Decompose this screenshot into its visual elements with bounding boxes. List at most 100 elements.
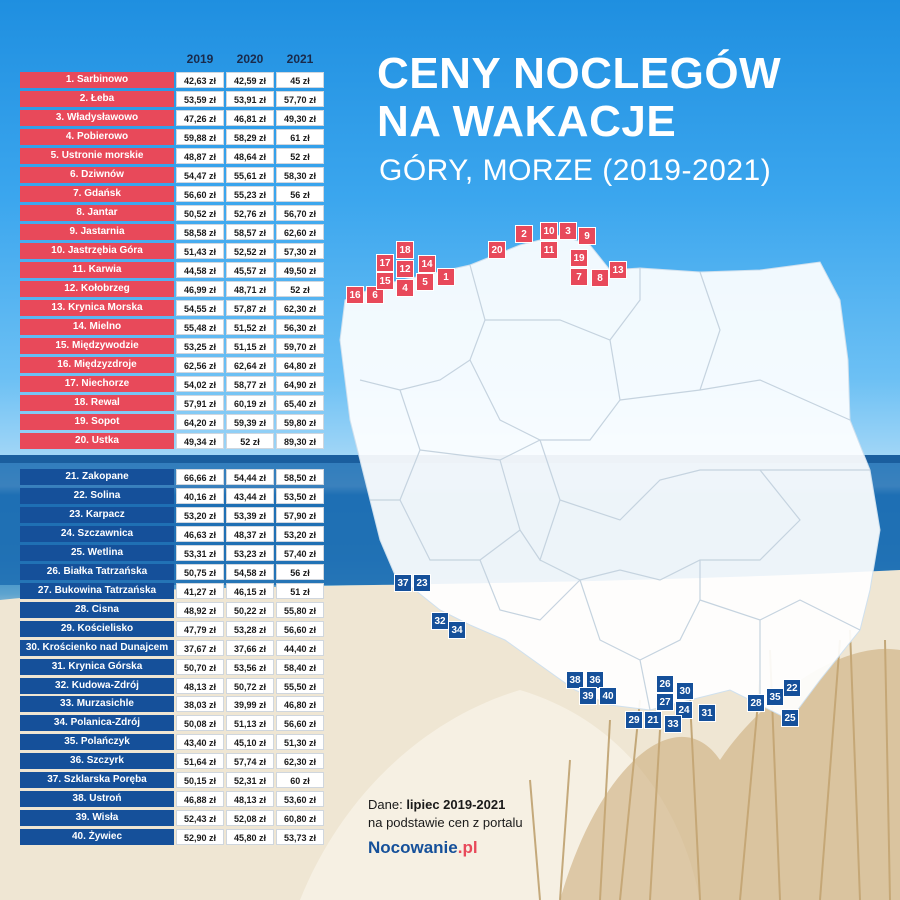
price-2019: 46,88 zł (176, 791, 224, 808)
price-2020: 50,72 zł (226, 677, 274, 694)
location-name: 28. Cisna (20, 601, 174, 618)
table-row: 34. Polanica-Zdrój 50,08 zł 51,13 zł 56,60 … (20, 715, 324, 732)
table-row: 31. Krynica Górska 50,70 zł 53,56 zł 58,40 … (20, 658, 324, 675)
price-2021: 65,40 zł (276, 395, 324, 411)
map-marker-22: 22 (783, 679, 801, 697)
price-2019: 41,27 zł (176, 582, 224, 599)
price-2019: 47,79 zł (176, 620, 224, 637)
price-2020: 51,52 zł (226, 319, 274, 335)
price-2019: 53,20 zł (176, 506, 224, 523)
map-marker-7: 7 (570, 268, 588, 286)
price-2021: 60,80 zł (276, 810, 324, 827)
price-2020: 48,37 zł (226, 525, 274, 542)
price-2020: 37,66 zł (226, 639, 274, 656)
price-2021: 60 zł (276, 772, 324, 789)
price-2021: 51,30 zł (276, 734, 324, 751)
table-row: 18. Rewal 57,91 zł 60,19 zł 65,40 zł (20, 395, 324, 411)
year-header-2020: 2020 (236, 52, 264, 66)
map-marker-19: 19 (570, 249, 588, 267)
location-name: 24. Szczawnica (20, 525, 174, 542)
price-2020: 52,31 zł (226, 772, 274, 789)
location-name: 4. Pobierowo (20, 129, 174, 145)
poland-map (339, 234, 881, 721)
subtitle: GÓRY, MORZE (2019-2021) (379, 154, 772, 187)
price-2021: 55,80 zł (276, 601, 324, 618)
price-2021: 55,50 zł (276, 677, 324, 694)
table-row: 7. Gdańsk 56,60 zł 55,23 zł 56 zł (20, 186, 324, 202)
price-2019: 42,63 zł (176, 72, 224, 88)
price-2019: 52,90 zł (176, 829, 224, 845)
price-2020: 46,15 zł (226, 582, 274, 599)
price-2019: 58,58 zł (176, 224, 224, 240)
price-2021: 57,30 zł (276, 243, 324, 259)
table-row: 1. Sarbinowo 42,63 zł 42,59 zł 45 zł (20, 72, 324, 88)
map-marker-15: 15 (376, 272, 394, 290)
price-2020: 51,13 zł (226, 715, 274, 732)
price-2020: 54,44 zł (226, 469, 274, 485)
table-row: 5. Ustronie morskie 48,87 zł 48,64 zł 52 zł (20, 148, 324, 164)
price-2021: 52 zł (276, 148, 324, 164)
table-row: 8. Jantar 50,52 zł 52,76 zł 56,70 zł (20, 205, 324, 221)
price-2020: 58,77 zł (226, 376, 274, 392)
map-marker-12: 12 (396, 260, 414, 278)
price-2020: 39,99 zł (226, 696, 274, 713)
location-name: 9. Jastarnia (20, 224, 174, 240)
table-row: 26. Białka Tatrzańska 50,75 zł 54,58 zł 56 … (20, 563, 324, 580)
table-row: 16. Międzyzdroje 62,56 zł 62,64 zł 64,80 zł (20, 357, 324, 373)
map-marker-3: 3 (559, 222, 577, 240)
table-row: 22. Solina 40,16 zł 43,44 zł 53,50 zł (20, 487, 324, 504)
map-marker-40: 40 (599, 687, 617, 705)
location-name: 17. Niechorze (20, 376, 174, 392)
table-row: 28. Cisna 48,92 zł 50,22 zł 55,80 zł (20, 601, 324, 618)
table-row: 27. Bukowina Tatrzańska 41,27 zł 46,15 zł 5… (20, 582, 324, 599)
map-marker-30: 30 (676, 682, 694, 700)
price-2019: 66,66 zł (176, 469, 224, 485)
price-2020: 55,23 zł (226, 186, 274, 202)
price-2021: 57,40 zł (276, 544, 324, 561)
location-name: 6. Dziwnów (20, 167, 174, 183)
table-row: 3. Władysławowo 47,26 zł 46,81 zł 49,30 zł (20, 110, 324, 126)
price-2019: 57,91 zł (176, 395, 224, 411)
map-marker-13: 13 (609, 261, 627, 279)
price-2020: 48,71 zł (226, 281, 274, 297)
price-2021: 62,30 zł (276, 300, 324, 316)
price-2019: 37,67 zł (176, 639, 224, 656)
price-2021: 56,60 zł (276, 620, 324, 637)
map-marker-8: 8 (591, 269, 609, 287)
location-name: 18. Rewal (20, 395, 174, 411)
map-marker-21: 21 (644, 711, 662, 729)
table-row: 6. Dziwnów 54,47 zł 55,61 zł 58,30 zł (20, 167, 324, 183)
table-row: 21. Zakopane 66,66 zł 54,44 zł 58,50 zł (20, 469, 324, 485)
table-row: 4. Pobierowo 59,88 zł 58,29 zł 61 zł (20, 129, 324, 145)
price-2021: 53,20 zł (276, 525, 324, 542)
price-2020: 58,29 zł (226, 129, 274, 145)
price-2021: 61 zł (276, 129, 324, 145)
location-name: 2. Łeba (20, 91, 174, 107)
price-2019: 53,25 zł (176, 338, 224, 354)
price-2021: 51 zł (276, 582, 324, 599)
table-row: 10. Jastrzębia Góra 51,43 zł 52,52 zł 57,30… (20, 243, 324, 259)
map-marker-28: 28 (747, 694, 765, 712)
location-name: 38. Ustroń (20, 791, 174, 808)
price-2021: 53,50 zł (276, 487, 324, 504)
location-name: 8. Jantar (20, 205, 174, 221)
location-name: 20. Ustka (20, 433, 174, 449)
map-marker-25: 25 (781, 709, 799, 727)
table-row: 15. Międzywodzie 53,25 zł 51,15 zł 59,70 zł (20, 338, 324, 354)
price-2019: 40,16 zł (176, 487, 224, 504)
price-2019: 51,43 zł (176, 243, 224, 259)
location-name: 25. Wetlina (20, 544, 174, 561)
map-marker-20: 20 (488, 241, 506, 259)
map-marker-14: 14 (418, 255, 436, 273)
source-line-2: na podstawie cen z portalu (368, 815, 523, 830)
location-name: 23. Karpacz (20, 506, 174, 523)
table-row: 38. Ustroń 46,88 zł 48,13 zł 53,60 zł (20, 791, 324, 808)
price-2019: 54,47 zł (176, 167, 224, 183)
location-name: 39. Wisła (20, 810, 174, 827)
price-2019: 56,60 zł (176, 186, 224, 202)
price-2019: 48,13 zł (176, 677, 224, 694)
location-name: 33. Murzasichle (20, 696, 174, 713)
location-name: 1. Sarbinowo (20, 72, 174, 88)
location-name: 35. Polańczyk (20, 734, 174, 751)
price-2020: 58,57 zł (226, 224, 274, 240)
